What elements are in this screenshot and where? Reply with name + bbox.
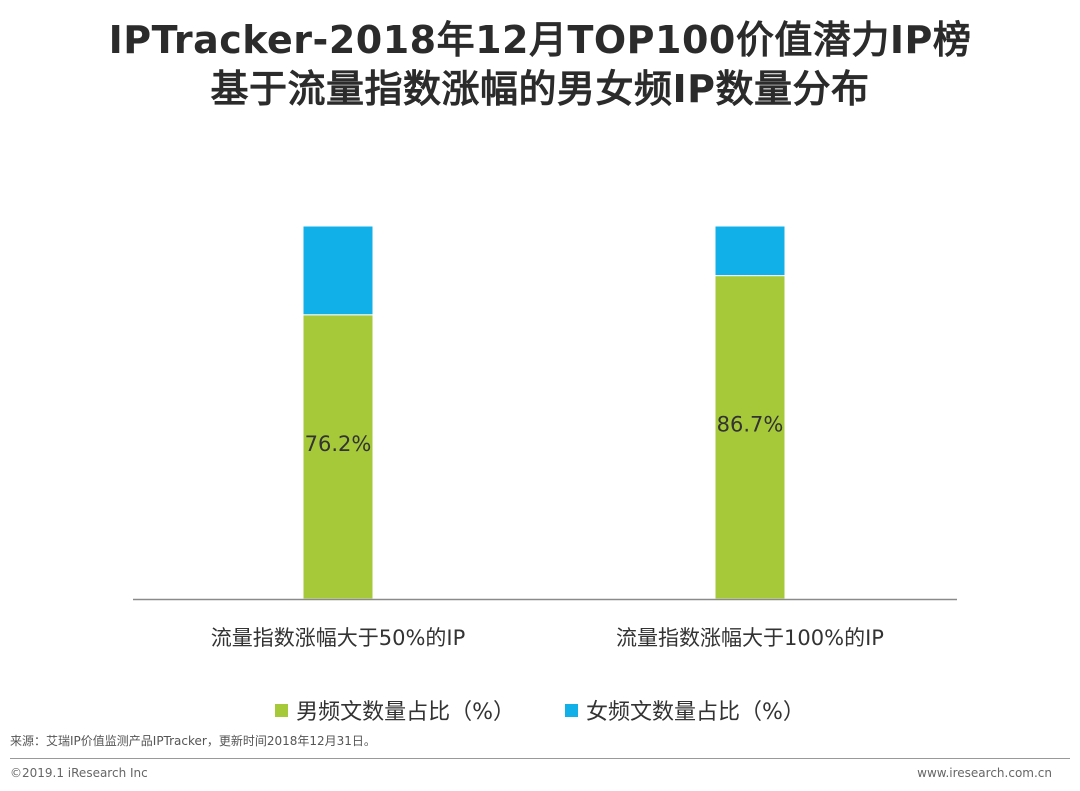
bar-female-1	[714, 225, 786, 277]
x-tick-label-0: 流量指数涨幅大于50%的IP	[211, 626, 466, 650]
legend-label-female: 女频文数量占比（%）	[586, 700, 805, 725]
legend-item-male: 男频文数量占比（%）	[275, 694, 515, 726]
data-label-1: 86.7%	[717, 412, 784, 436]
data-label-0: 76.2%	[305, 432, 372, 456]
legend-swatch-female	[565, 703, 578, 717]
bar-male-0	[302, 314, 374, 600]
footer-divider	[10, 758, 1070, 759]
website-link[interactable]: www.iresearch.com.cn	[917, 766, 1052, 780]
legend-item-female: 女频文数量占比（%）	[565, 694, 805, 726]
copyright: ©2019.1 iResearch Inc	[10, 766, 148, 780]
chart-title: IPTracker-2018年12月TOP100价值潜力IP榜	[108, 18, 972, 62]
chart-subtitle: 基于流量指数涨幅的男女频IP数量分布	[210, 67, 870, 111]
legend-label-male: 男频文数量占比（%）	[296, 700, 515, 725]
stacked-bar-chart: 76.2% 流量指数涨幅大于50%的IP 86.7% 流量指数涨幅大于100%的IP	[133, 225, 957, 650]
legend-swatch-male	[275, 703, 289, 717]
legend: 男频文数量占比（%） 女频文数量占比（%）	[0, 694, 1080, 726]
x-tick-label-1: 流量指数涨幅大于100%的IP	[616, 626, 884, 650]
bar-male-1	[714, 275, 786, 600]
bar-female-0	[302, 225, 374, 316]
source-note: 来源：艾瑞IP价值监测产品IPTracker，更新时间2018年12月31日。	[10, 734, 376, 748]
